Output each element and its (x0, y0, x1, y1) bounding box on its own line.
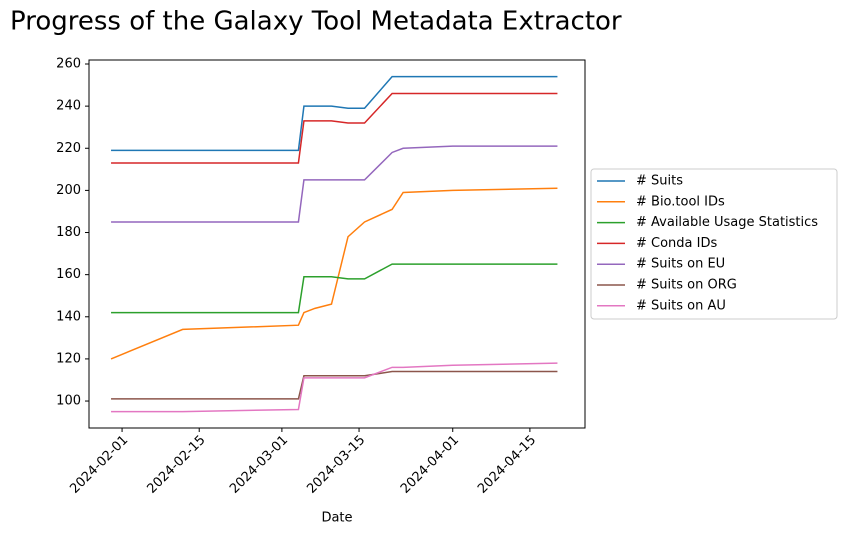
series-line (111, 92, 558, 164)
x-tick-label: 2024-03-01 (227, 433, 291, 497)
chart-title: Progress of the Galaxy Tool Metadata Ext… (10, 7, 622, 37)
legend-label: # Suits (636, 174, 683, 189)
legend-label: # Suits on ORG (636, 278, 737, 293)
series-line (111, 75, 558, 152)
y-tick-label: 200 (56, 183, 81, 198)
legend-label: # Available Usage Statistics (636, 215, 818, 230)
x-tick-label: 2024-03-15 (304, 433, 368, 497)
y-tick-label: 180 (56, 225, 81, 240)
series-line (111, 362, 558, 413)
legend-label: # Suits on AU (636, 298, 726, 313)
x-tick-label: 2024-04-15 (475, 433, 539, 497)
x-tick-label: 2024-04-01 (398, 433, 462, 497)
y-tick-label: 240 (56, 99, 81, 114)
series-line (111, 145, 558, 223)
series-line (110, 187, 558, 360)
legend-label: # Suits on EU (636, 257, 725, 272)
x-tick-label: 2024-02-01 (67, 433, 131, 497)
y-tick-label: 220 (56, 141, 81, 156)
legend-box (590, 168, 838, 320)
legend-label: # Conda IDs (636, 236, 717, 251)
x-tick-label: 2024-02-15 (144, 433, 208, 497)
legend-label: # Bio.tool IDs (636, 194, 725, 209)
x-axis-label: Date (321, 511, 352, 526)
y-tick-label: 160 (56, 267, 81, 282)
series-line (111, 263, 558, 314)
y-tick-label: 140 (56, 309, 81, 324)
y-tick-label: 120 (56, 351, 81, 366)
y-tick-label: 260 (56, 57, 81, 72)
plot-frame (88, 59, 586, 429)
y-tick-label: 100 (56, 394, 81, 409)
series-line (111, 370, 558, 400)
